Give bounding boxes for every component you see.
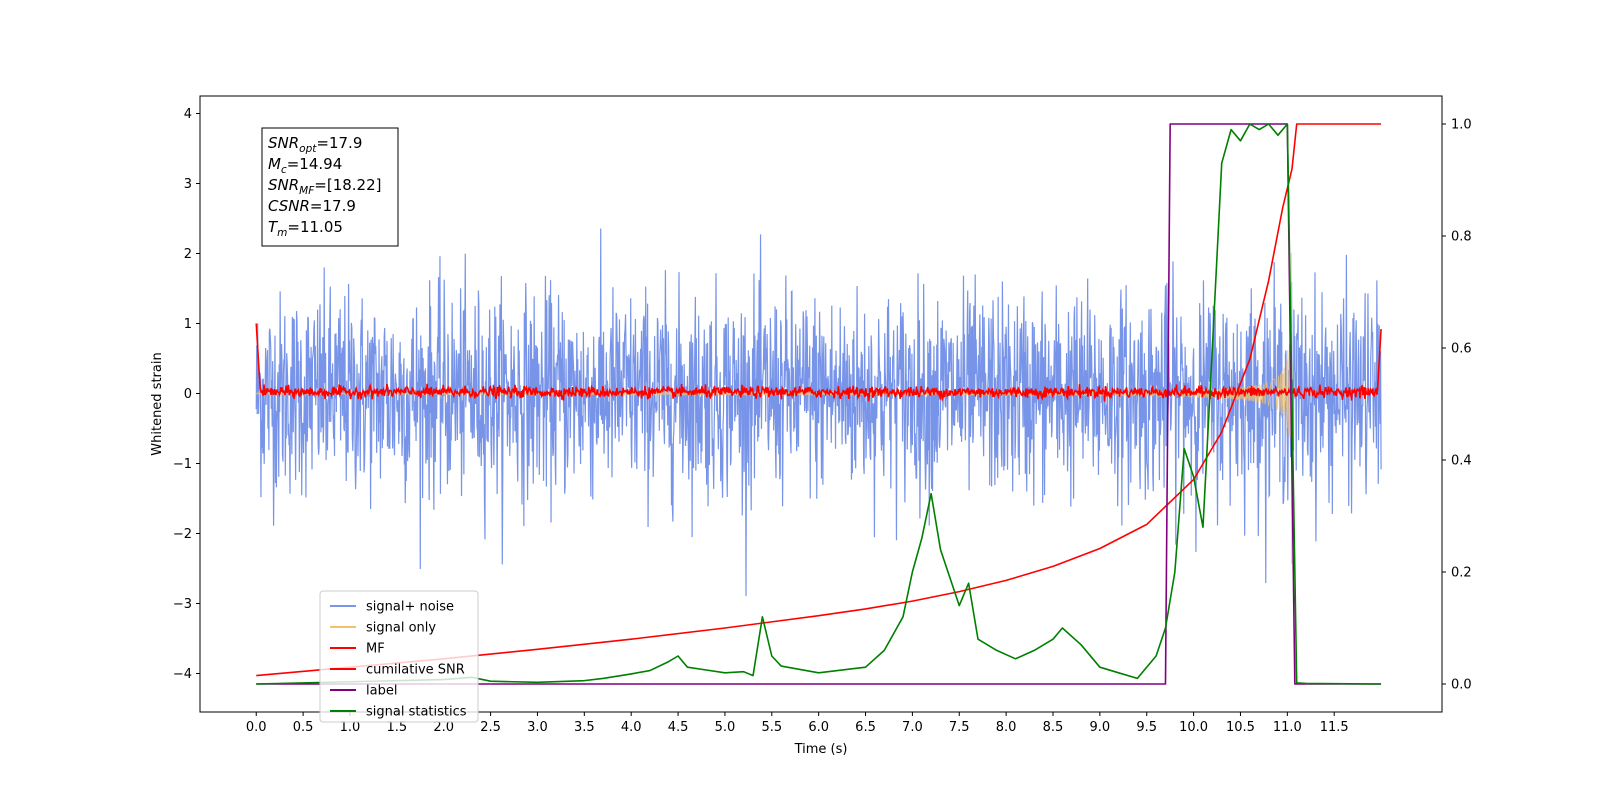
x-tick-label-18: 9.0 (1090, 720, 1111, 735)
axes-layer: 0.0 0.5 1.0 1.5 2.0 2.5 3.0 3.5 4.0 4.5 5.0 5.5 6.0 6… (173, 107, 1472, 735)
y2-tick-label-5: 0.0 (1451, 678, 1472, 693)
annotation-frame (261, 127, 399, 247)
x-tick-label-20: 10.0 (1179, 720, 1208, 735)
x-tick-label-21: 10.5 (1226, 720, 1255, 735)
y-tick-label-6: −2 (173, 527, 192, 542)
annotation-line-2: SNRMF=[18.22] (268, 176, 382, 197)
series-layer (255, 123, 1382, 685)
series-mf (255, 323, 1382, 402)
legend-label-0: signal+ noise (366, 600, 454, 615)
y-tick-label-8: −4 (173, 667, 192, 682)
legend-label-3: cumilative SNR (366, 663, 465, 678)
annotation-line-0: SNRopt=17.9 (268, 134, 362, 155)
y-tick-label-3: 1 (184, 317, 192, 332)
y-tick-label-5: −1 (173, 457, 192, 472)
annotation-line-1: Mc=14.94 (268, 155, 342, 176)
x-tick-label-19: 9.5 (1136, 720, 1157, 735)
y-tick-label-2: 2 (184, 247, 192, 262)
x-tick-label-1: 0.5 (293, 720, 314, 735)
x-tick-label-17: 8.5 (1043, 720, 1064, 735)
x-tick-label-12: 6.0 (808, 720, 829, 735)
legend-label-2: MF (366, 642, 385, 657)
y2-tick-label-1: 0.8 (1451, 230, 1472, 245)
annotation-line-4: Tm=11.05 (268, 218, 343, 239)
x-tick-label-23: 11.5 (1320, 720, 1349, 735)
x-tick-label-6: 3.0 (527, 720, 548, 735)
y2-tick-label-4: 0.2 (1451, 566, 1472, 581)
legend: signal+ noise signal only MF cumilative SNR… (319, 590, 479, 723)
x-tick-label-7: 3.5 (574, 720, 595, 735)
annotation-line-3: CSNR=17.9 (268, 197, 356, 215)
legend-label-4: label (366, 684, 397, 699)
x-tick-label-2: 1.0 (340, 720, 361, 735)
x-tick-label-9: 4.5 (668, 720, 689, 735)
y2-tick-label-2: 0.6 (1451, 342, 1472, 357)
y2-tick-label-3: 0.4 (1451, 454, 1472, 469)
y2-tick-label-0: 1.0 (1451, 118, 1472, 133)
x-tick-label-5: 2.5 (480, 720, 501, 735)
x-tick-label-0: 0.0 (246, 720, 267, 735)
y-tick-label-7: −3 (173, 597, 192, 612)
annotation-lines: SNRopt=17.9Mc=14.94SNRMF=[18.22]CSNR=17.… (268, 134, 382, 239)
x-tick-label-15: 7.5 (949, 720, 970, 735)
x-tick-label-3: 1.5 (387, 720, 408, 735)
y-tick-label-0: 4 (184, 107, 192, 122)
x-axis-label: Time (s) (794, 742, 848, 757)
x-tick-label-13: 6.5 (855, 720, 876, 735)
legend-label-1: signal only (366, 621, 436, 636)
x-tick-label-14: 7.0 (902, 720, 923, 735)
series-signal-statistics (256, 123, 1382, 685)
annotation-box: SNRopt=17.9Mc=14.94SNRMF=[18.22]CSNR=17.… (261, 127, 399, 247)
x-tick-label-4: 2.0 (433, 720, 454, 735)
legend-frame (319, 590, 479, 723)
y-axis-label: Whitened strain (150, 352, 165, 455)
legend-label-5: signal statistics (366, 705, 467, 720)
legend-items: signal+ noise signal only MF cumilative SNR… (330, 600, 467, 720)
y-tick-label-4: 0 (184, 387, 192, 402)
series-cumulative-snr (256, 123, 1382, 677)
x-tick-label-11: 5.5 (761, 720, 782, 735)
x-tick-label-16: 8.0 (996, 720, 1017, 735)
y-tick-label-1: 3 (184, 177, 192, 192)
x-tick-label-22: 11.0 (1273, 720, 1302, 735)
x-tick-label-10: 5.0 (715, 720, 736, 735)
plot-frame (199, 95, 1443, 713)
x-tick-label-8: 4.0 (621, 720, 642, 735)
series-signal-noise (255, 228, 1382, 597)
